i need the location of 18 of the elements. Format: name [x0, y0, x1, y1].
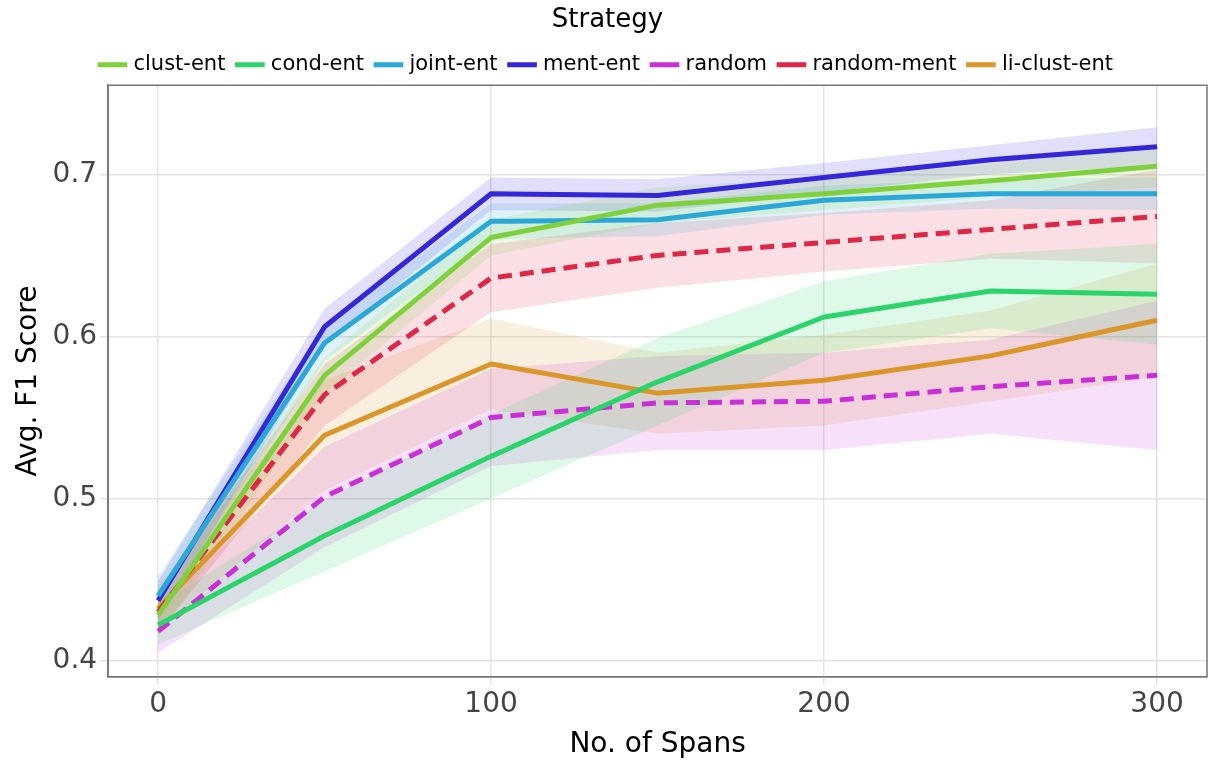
x-tick-label: 200	[797, 685, 851, 719]
legend-label: random	[685, 51, 767, 76]
y-tick-label: 0.4	[52, 641, 98, 675]
legend-label: ment-ent	[543, 51, 641, 76]
x-tick-label: 300	[1130, 685, 1184, 719]
y-tick-label: 0.6	[52, 317, 98, 351]
legend-label: random-ment	[812, 51, 957, 76]
legend-label: joint-ent	[408, 51, 498, 76]
legend-label: li-clust-ent	[1001, 51, 1114, 76]
x-tick-label: 100	[464, 685, 518, 719]
legend-label: cond-ent	[270, 51, 364, 76]
y-axis-title: Avg. F1 Score	[10, 285, 44, 477]
y-tick-label: 0.5	[52, 479, 98, 513]
legend-label: clust-ent	[133, 51, 226, 76]
legend-title: Strategy	[551, 2, 664, 33]
y-tick-label: 0.7	[52, 155, 98, 189]
x-axis-title: No. of Spans	[569, 726, 746, 760]
x-tick-label: 0	[149, 685, 167, 719]
